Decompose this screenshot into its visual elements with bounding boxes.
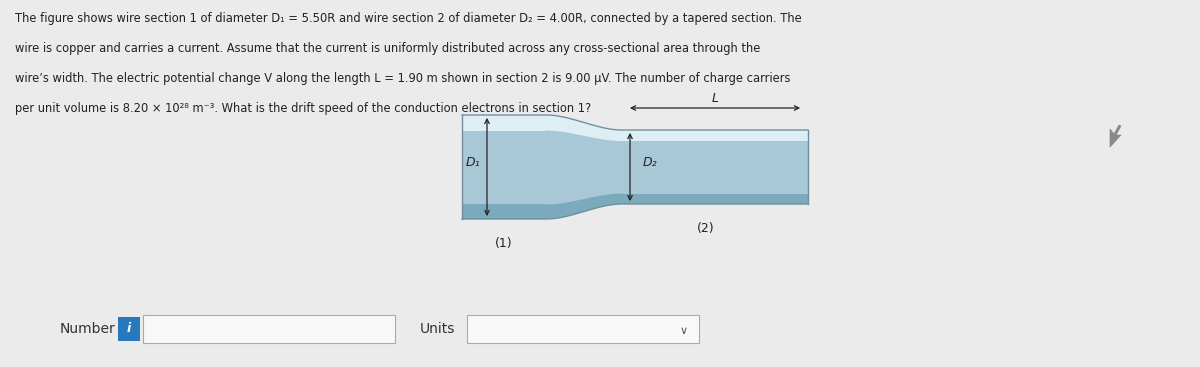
- Bar: [622, 130, 808, 141]
- Bar: [622, 141, 808, 167]
- Text: The figure shows wire section 1 of diameter D₁ = 5.50R and wire section 2 of dia: The figure shows wire section 1 of diame…: [14, 12, 802, 25]
- Text: wire’s width. The electric potential change V along the length L = 1.90 m shown : wire’s width. The electric potential cha…: [14, 72, 791, 85]
- Text: D₁: D₁: [466, 156, 480, 168]
- Text: i: i: [127, 323, 131, 335]
- Bar: [622, 167, 808, 204]
- Polygon shape: [546, 115, 622, 219]
- Text: L: L: [712, 92, 719, 105]
- Bar: [462, 115, 546, 131]
- Text: ∨: ∨: [680, 326, 688, 336]
- Bar: [118, 317, 140, 341]
- Text: per unit volume is 8.20 × 10²⁸ m⁻³. What is the drift speed of the conduction el: per unit volume is 8.20 × 10²⁸ m⁻³. What…: [14, 102, 592, 115]
- FancyBboxPatch shape: [467, 315, 698, 343]
- Text: D₂: D₂: [643, 156, 658, 168]
- Bar: [462, 167, 546, 219]
- Text: Units: Units: [420, 322, 455, 336]
- Bar: [462, 204, 546, 219]
- Polygon shape: [546, 194, 622, 219]
- Bar: [622, 194, 808, 204]
- FancyBboxPatch shape: [143, 315, 395, 343]
- Text: (2): (2): [697, 222, 714, 235]
- Bar: [462, 131, 546, 167]
- Text: (1): (1): [496, 237, 512, 250]
- Polygon shape: [1110, 125, 1121, 147]
- Text: Number: Number: [60, 322, 115, 336]
- Text: wire is copper and carries a current. Assume that the current is uniformly distr: wire is copper and carries a current. As…: [14, 42, 761, 55]
- Polygon shape: [546, 115, 622, 141]
